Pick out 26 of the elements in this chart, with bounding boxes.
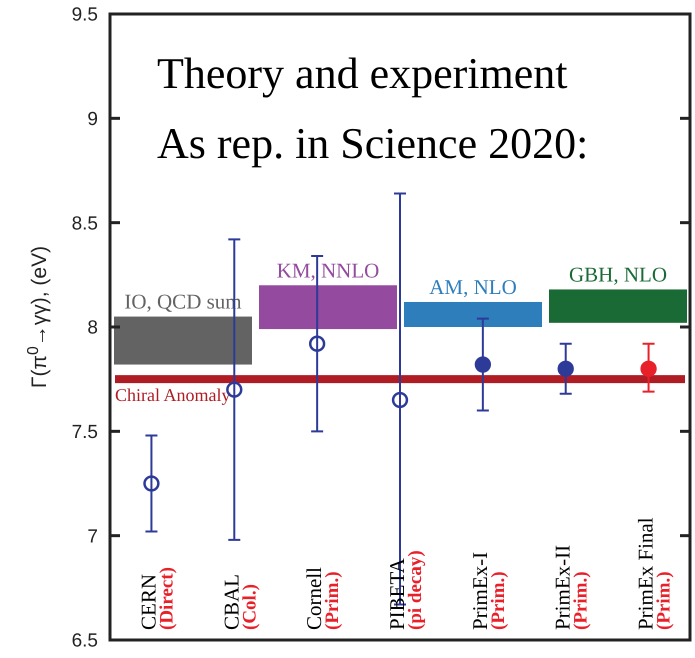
band-label: AM, NLO: [429, 274, 517, 299]
x-tick-label: PrimEx-II (Prim.): [550, 544, 592, 630]
x-tick-label: CBAL (Col.): [219, 574, 260, 630]
y-tick-label: 7: [87, 526, 98, 548]
text: Theory and experiment: [157, 49, 568, 98]
y-tick-label: 7.5: [72, 422, 98, 443]
text: As rep. in Science 2020:: [157, 119, 588, 168]
x-tick-label: CERN (Direct): [136, 567, 178, 630]
band-label: KM, NNLO: [276, 258, 380, 282]
band-label: GBH, NLO: [569, 262, 667, 286]
y-tick-label: 9.5: [72, 4, 98, 26]
x-tick-label: Cornell (Prim.): [302, 566, 344, 630]
y-tick-label: 9: [87, 108, 98, 130]
y-tick-label: 8: [87, 318, 98, 339]
y-tick-label: 6.5: [72, 630, 98, 652]
point: [143, 475, 160, 492]
x-tick-label: PIBETA (pi decay): [385, 550, 426, 630]
point: [558, 360, 574, 377]
y-tick-label: 8.5: [72, 213, 98, 234]
point: [308, 336, 326, 352]
point: [640, 360, 657, 377]
x-tick-label: PrimEx Final (Prim.): [634, 517, 675, 630]
x-tick-label: PrimEx-I (Prim.): [468, 552, 509, 630]
point: [392, 392, 408, 408]
point: [474, 356, 492, 373]
ref-line-label: Chiral Anomaly: [115, 385, 230, 406]
